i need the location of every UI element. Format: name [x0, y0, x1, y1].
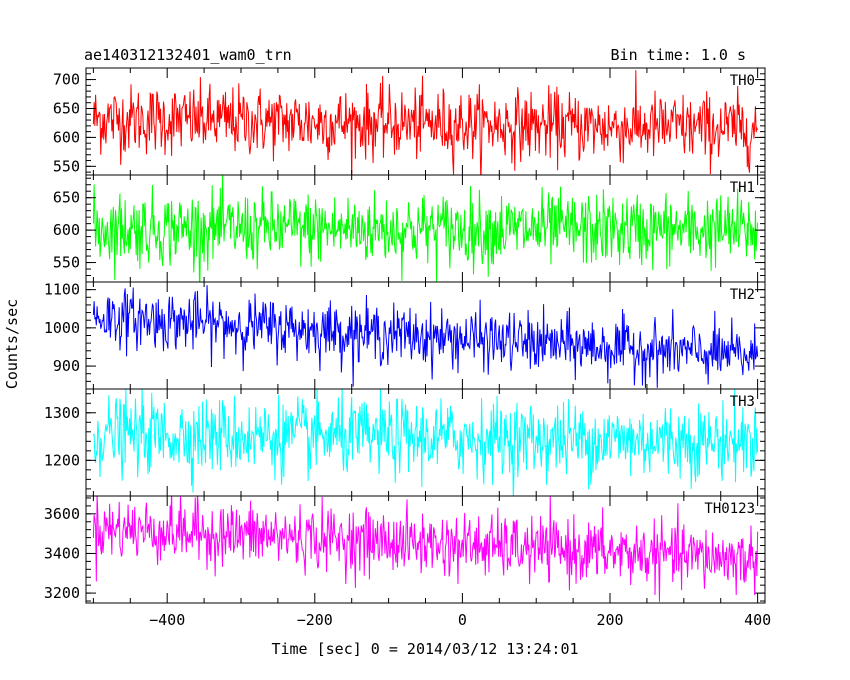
x-tick-label: 400: [744, 611, 771, 629]
x-tick-label: 0: [458, 611, 467, 629]
y-tick-label: 3200: [44, 584, 80, 602]
y-tick-label: 900: [53, 357, 80, 375]
series-line-th0: [92, 70, 759, 175]
y-tick-label: 1200: [44, 451, 80, 469]
x-tick-label: 200: [596, 611, 623, 629]
panel-label: TH1: [730, 180, 755, 196]
y-tick-label: 650: [53, 189, 80, 207]
panel-label: TH2: [730, 287, 755, 303]
panel-label: TH0: [730, 73, 755, 89]
panel-label: TH3: [730, 394, 755, 410]
chart-title: ae140312132401_wam0_trn: [84, 46, 292, 64]
y-tick-label: 1000: [44, 319, 80, 337]
y-tick-label: 650: [53, 99, 80, 117]
x-axis: −400 −200 0 200 400: [149, 611, 771, 629]
series-line-th0123: [92, 496, 759, 602]
panel-th3: 1200 1300 TH3: [44, 388, 766, 497]
series-line-th2: [92, 285, 759, 389]
y-tick-label: 1300: [44, 404, 80, 422]
series-line-th1: [92, 175, 759, 282]
y-tick-label: 1100: [44, 281, 80, 299]
x-tick-label: −400: [149, 611, 185, 629]
y-tick-label: 550: [53, 254, 80, 272]
y-tick-label: 550: [53, 157, 80, 175]
panel-th0: 550 600 650 700 TH0: [53, 67, 766, 176]
bin-time-label: Bin time: 1.0 s: [611, 46, 746, 64]
y-tick-label: 600: [53, 128, 80, 146]
panels-group: 550 600 650 700 TH0 550 600 650 TH1 900 1000 1100 TH…: [44, 67, 766, 604]
y-axis-label: Counts/sec: [3, 299, 21, 389]
panel-th0123: 3200 3400 3600 TH0123: [44, 495, 766, 604]
panel-label: TH0123: [704, 501, 755, 517]
series-line-th3: [92, 389, 759, 496]
y-tick-label: 3600: [44, 505, 80, 523]
y-tick-label: 700: [53, 71, 80, 89]
panel-th2: 900 1000 1100 TH2: [44, 281, 766, 390]
y-tick-label: 600: [53, 221, 80, 239]
x-axis-label: Time [sec] 0 = 2014/03/12 13:24:01: [271, 640, 578, 658]
y-tick-label: 3400: [44, 544, 80, 562]
x-tick-label: −200: [297, 611, 333, 629]
